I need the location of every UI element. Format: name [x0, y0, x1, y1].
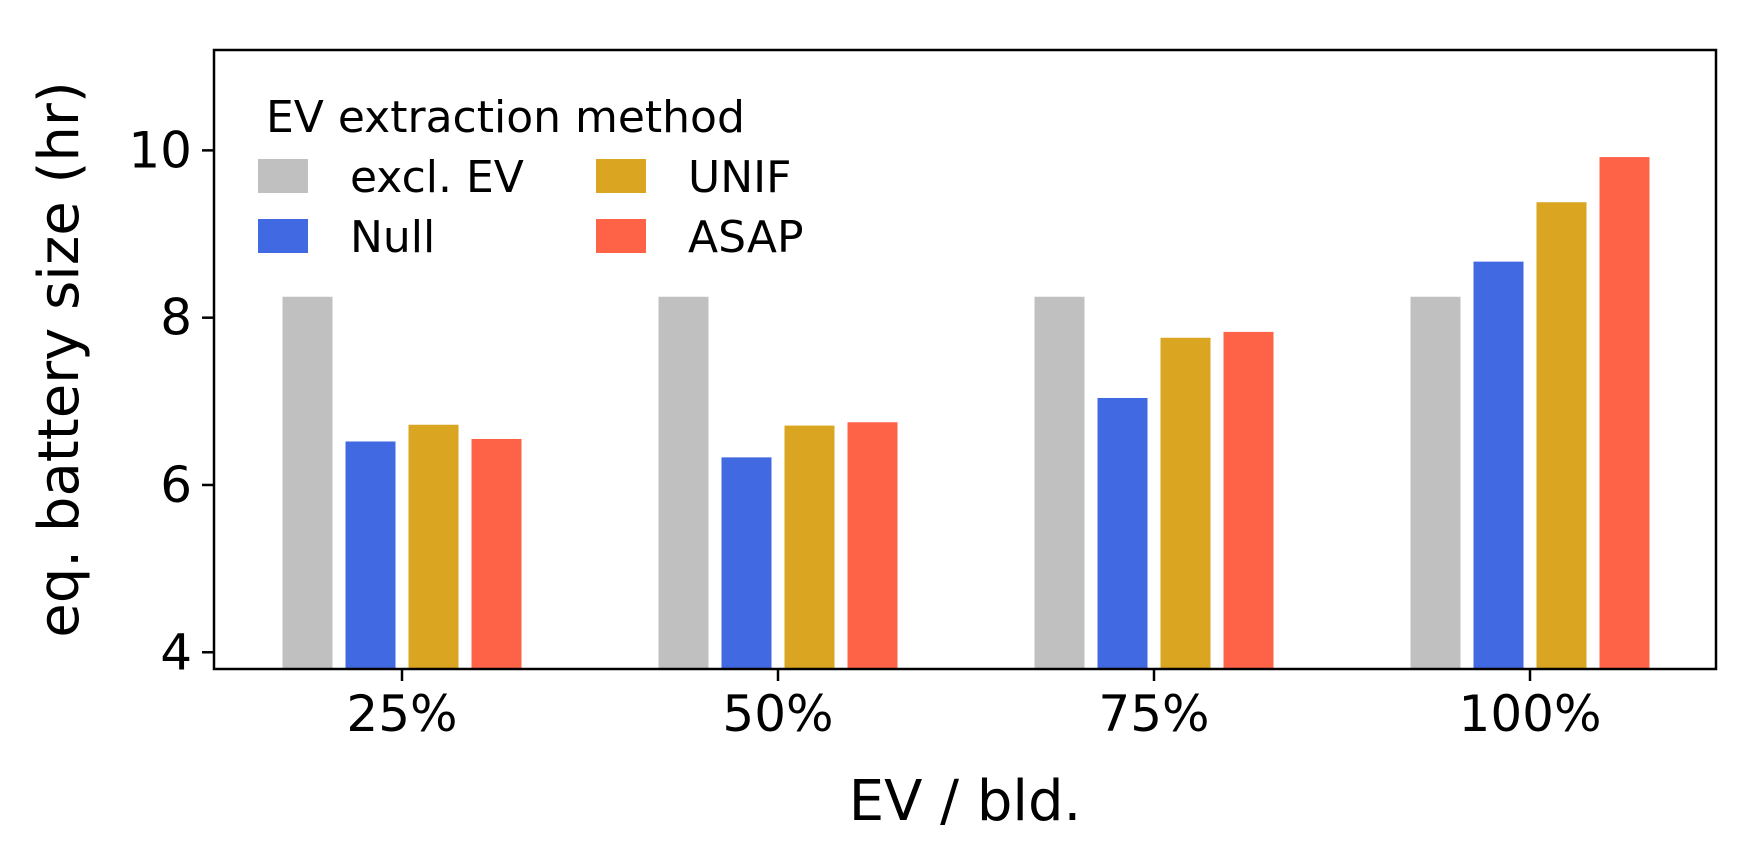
bar-unif-25pct	[408, 424, 459, 669]
legend-label: excl. EV	[350, 152, 524, 203]
legend-label: Null	[350, 212, 435, 263]
x-tick-label: 50%	[722, 685, 833, 743]
legend-entries: excl. EV Null UNIF ASAP	[258, 152, 803, 263]
bar-excl-ev-75pct	[1034, 296, 1085, 669]
y-tick-label: 8	[160, 289, 192, 347]
bar-null-50pct	[721, 457, 772, 669]
legend-label: UNIF	[688, 152, 791, 203]
legend-label: ASAP	[688, 212, 803, 263]
bar-asap-100pct	[1599, 157, 1650, 670]
legend: EV extraction method excl. EV Null UNIF ASA…	[258, 92, 803, 263]
bar-null-75pct	[1097, 397, 1148, 669]
bar-excl-ev-50pct	[658, 296, 709, 669]
bar-unif-50pct	[784, 425, 835, 669]
x-tick-label: 75%	[1098, 685, 1209, 743]
bar-null-25pct	[345, 441, 396, 669]
legend-title: EV extraction method	[266, 92, 745, 143]
bars-layer	[282, 157, 1650, 670]
x-tick-label: 100%	[1459, 685, 1602, 743]
y-axis-label: eq. battery size (hr)	[27, 81, 92, 637]
y-tick-label: 4	[160, 623, 192, 681]
legend-swatch	[258, 159, 308, 193]
bar-asap-50pct	[847, 422, 898, 669]
y-tick-label: 10	[128, 121, 192, 179]
legend-swatch	[258, 219, 308, 253]
y-axis: 4 6 8 10	[128, 121, 214, 681]
bar-asap-25pct	[471, 438, 522, 669]
y-tick-label: 6	[160, 456, 192, 514]
plot-frame	[212, 48, 1718, 671]
legend-swatch	[596, 219, 646, 253]
legend-swatch	[596, 159, 646, 193]
x-axis: 25% 50% 75% 100%	[346, 669, 1601, 743]
bar-null-100pct	[1473, 261, 1524, 669]
bar-unif-100pct	[1536, 202, 1587, 669]
x-tick-label: 25%	[346, 685, 457, 743]
bar-asap-75pct	[1223, 331, 1274, 669]
x-axis-label: EV / bld.	[849, 769, 1082, 834]
bar-unif-75pct	[1160, 337, 1211, 669]
bar-excl-ev-100pct	[1410, 296, 1461, 669]
bar-excl-ev-25pct	[282, 296, 333, 669]
